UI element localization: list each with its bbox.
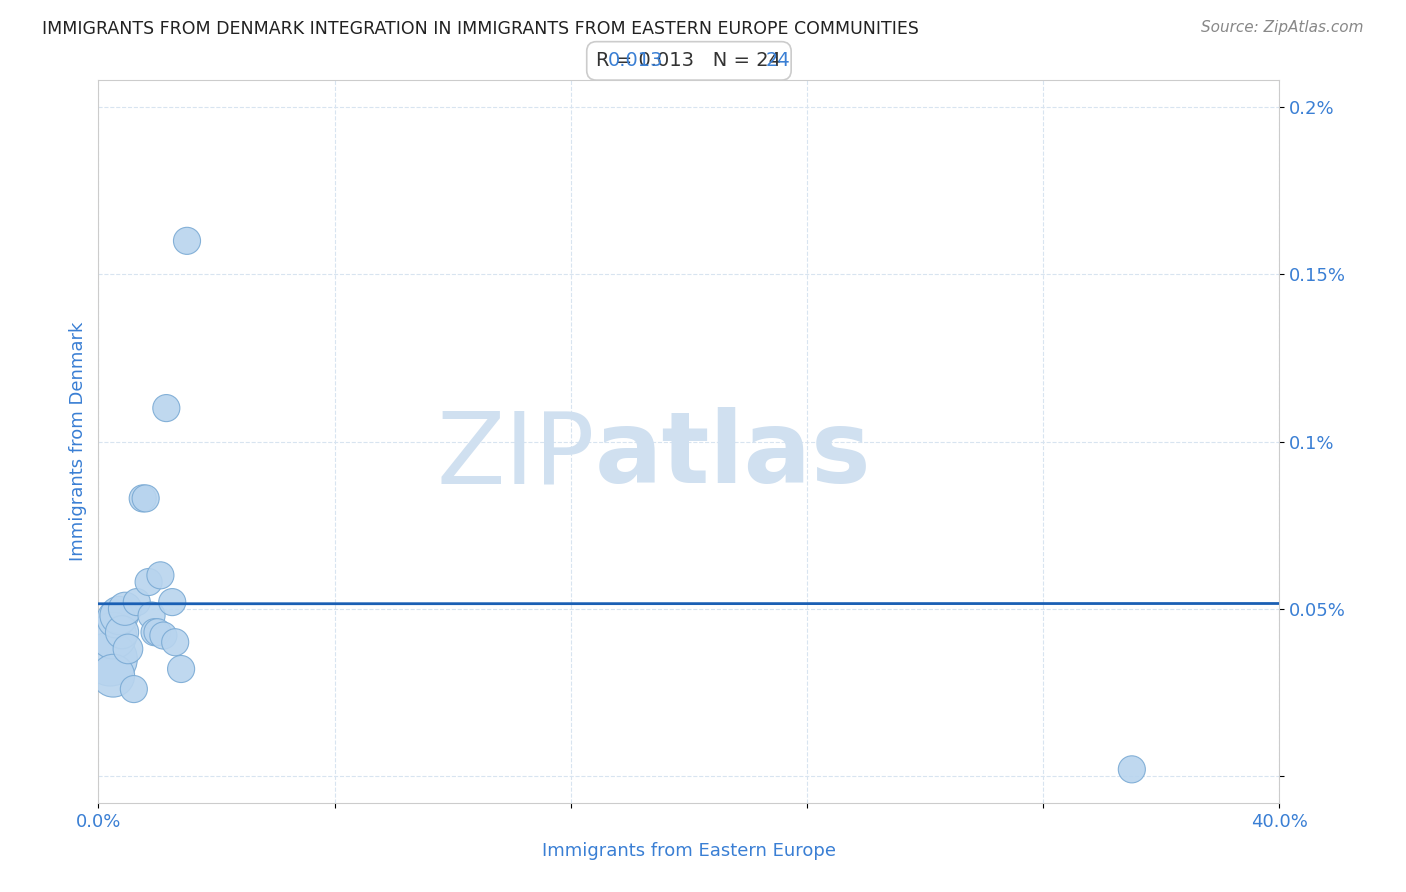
Point: [105, 612, 128, 626]
Text: 0.013: 0.013: [607, 52, 664, 70]
Point: [103, 669, 125, 683]
Point: [152, 628, 174, 642]
Point: [165, 635, 187, 649]
Point: [155, 401, 177, 416]
Point: [143, 625, 166, 640]
Point: [132, 491, 155, 506]
Point: [125, 595, 148, 609]
Point: [1121, 762, 1143, 776]
Text: atlas: atlas: [595, 408, 872, 505]
Point: [108, 608, 131, 623]
Text: 24: 24: [765, 52, 790, 70]
Point: [141, 608, 163, 623]
Text: IMMIGRANTS FROM DENMARK INTEGRATION IN IMMIGRANTS FROM EASTERN EUROPE COMMUNITIE: IMMIGRANTS FROM DENMARK INTEGRATION IN I…: [42, 20, 920, 37]
Y-axis label: Immigrants from Denmark: Immigrants from Denmark: [69, 322, 87, 561]
Point: [170, 662, 193, 676]
Point: [114, 601, 136, 615]
Text: R = 0.013   N = 24: R = 0.013 N = 24: [596, 52, 782, 70]
Point: [176, 234, 198, 248]
Point: [162, 595, 183, 609]
Text: ZIP: ZIP: [436, 408, 595, 505]
Point: [146, 625, 169, 640]
Point: [138, 574, 160, 589]
Point: [135, 491, 157, 506]
X-axis label: Immigrants from Eastern Europe: Immigrants from Eastern Europe: [541, 842, 837, 860]
Point: [111, 625, 134, 640]
Text: Source: ZipAtlas.com: Source: ZipAtlas.com: [1201, 20, 1364, 35]
Point: [122, 681, 145, 696]
Point: [117, 642, 139, 657]
Point: [98, 652, 121, 666]
Point: [103, 628, 125, 642]
Point: [149, 568, 172, 582]
